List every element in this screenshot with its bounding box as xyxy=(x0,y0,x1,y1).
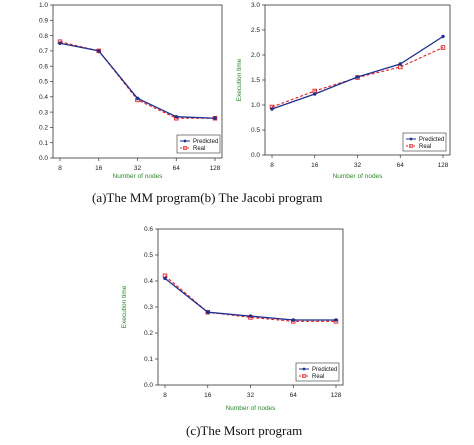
x-tick-label: 32 xyxy=(134,165,142,172)
y-tick-label: 0.3 xyxy=(144,304,153,311)
data-point-predicted xyxy=(135,96,140,101)
y-tick-label: 1.5 xyxy=(251,77,260,84)
y-tick-label: 0.0 xyxy=(144,382,153,389)
y-tick-label: 1.0 xyxy=(251,102,260,109)
msort-chart-panel: 0.0 0.1 0.2 0.3 0.4 0.5 0.6 8 16 32 64 128 Number of… xyxy=(120,222,357,417)
x-tick-label: 8 xyxy=(270,162,274,169)
y-tick-label: 0.2 xyxy=(144,330,153,337)
legend-label-real: Real xyxy=(193,146,205,152)
legend-marker-real xyxy=(409,144,413,148)
plot-frame xyxy=(157,228,344,386)
x-tick-label: 32 xyxy=(247,392,255,399)
legend-marker-real xyxy=(183,146,187,150)
y-tick-label: 0.9 xyxy=(39,18,48,25)
mm-chart: 0.0 0.1 0.2 0.3 0.4 0.5 0.6 0.7 0.8 0.9 1.0 8 16 32 64… xyxy=(39,2,223,180)
series-line-real xyxy=(59,41,215,119)
legend-label-predicted: Predicted xyxy=(312,367,337,373)
y-tick-label: 0.1 xyxy=(144,356,153,363)
x-tick-label: 8 xyxy=(58,165,62,172)
data-point-predicted xyxy=(355,75,360,79)
x-tick-label: 128 xyxy=(210,165,221,172)
y-tick-label: 0.0 xyxy=(39,155,48,162)
data-point-predicted xyxy=(206,310,210,314)
x-tick-label: 64 xyxy=(397,162,405,169)
x-tick-label: 128 xyxy=(438,162,449,169)
x-tick-label: 64 xyxy=(173,165,181,172)
y-tick-label: 0.0 xyxy=(251,152,260,159)
legend-marker-predicted xyxy=(183,139,187,143)
x-axis-title: Number of nodes xyxy=(113,173,164,180)
x-tick-label: 32 xyxy=(354,162,362,169)
y-tick-label: 0.6 xyxy=(39,63,48,70)
y-axis-title: Execution time xyxy=(121,285,128,328)
series-line-predicted xyxy=(271,35,444,110)
data-point-predicted xyxy=(441,34,445,39)
legend-marker-predicted xyxy=(302,367,306,371)
y-tick-label: 0.5 xyxy=(144,252,153,259)
y-tick-label: 2.0 xyxy=(251,52,260,59)
data-point-predicted xyxy=(398,62,402,66)
y-tick-label: 1.0 xyxy=(39,2,48,9)
y-tick-label: 0.3 xyxy=(39,109,48,116)
data-point-predicted xyxy=(291,318,295,322)
legend-label-real: Real xyxy=(312,374,324,380)
data-point-predicted xyxy=(58,41,62,45)
y-tick-label: 0.2 xyxy=(39,125,48,132)
caption-msort: (c)The Msort program xyxy=(186,423,303,438)
data-point-predicted xyxy=(97,49,101,53)
x-axis-title: Number of nodes xyxy=(226,405,277,412)
mm-chart-panel: 0.0 0.1 0.2 0.3 0.4 0.5 0.6 0.7 0.8 0.9 1.0 8 16 32 64… xyxy=(0,0,237,185)
y-tick-label: 0.6 xyxy=(144,226,153,233)
y-tick-label: 2.5 xyxy=(251,27,260,34)
jacobi-chart: 0.0 0.5 1.0 1.5 2.0 2.5 3.0 8 16 32 64 128 Number of… xyxy=(236,2,451,180)
series-line-predicted xyxy=(164,277,336,321)
y-axis-title: Execution time xyxy=(236,58,243,101)
data-point-predicted xyxy=(248,314,253,318)
legend-label-real: Real xyxy=(419,144,431,150)
y-tick-label: 0.4 xyxy=(144,278,153,285)
data-point-predicted xyxy=(334,318,338,322)
plot-frame xyxy=(264,4,451,156)
jacobi-chart-panel: 0.0 0.5 1.0 1.5 2.0 2.5 3.0 8 16 32 64 128 Number of… xyxy=(236,0,474,185)
data-point-predicted xyxy=(270,107,274,111)
legend-label-predicted: Predicted xyxy=(193,139,218,145)
legend-label-predicted: Predicted xyxy=(419,137,444,143)
x-tick-label: 128 xyxy=(331,392,342,399)
x-tick-label: 8 xyxy=(163,392,167,399)
data-point-predicted xyxy=(213,116,217,120)
y-tick-label: 0.8 xyxy=(39,33,48,40)
legend-marker-real xyxy=(302,374,306,378)
caption-mm-jacobi: (a)The MM program(b) The Jacobi program xyxy=(92,190,323,205)
data-point-predicted xyxy=(174,114,178,119)
y-tick-label: 3.0 xyxy=(251,2,260,9)
data-point-predicted xyxy=(163,276,167,281)
x-tick-label: 16 xyxy=(311,162,319,169)
x-tick-label: 16 xyxy=(204,392,212,399)
y-tick-label: 0.5 xyxy=(251,127,260,134)
x-tick-label: 16 xyxy=(95,165,103,172)
data-point-real xyxy=(440,45,446,50)
legend-marker-predicted xyxy=(409,137,413,141)
series-line-predicted xyxy=(59,42,216,119)
y-tick-label: 0.4 xyxy=(39,94,48,101)
msort-chart: 0.0 0.1 0.2 0.3 0.4 0.5 0.6 8 16 32 64 128 Number of… xyxy=(121,226,344,412)
x-axis-title: Number of nodes xyxy=(333,173,384,180)
y-tick-label: 0.7 xyxy=(39,48,48,55)
x-tick-label: 64 xyxy=(290,392,298,399)
y-tick-label: 0.1 xyxy=(39,140,48,147)
y-tick-label: 0.5 xyxy=(39,79,48,86)
series-line-real xyxy=(164,275,336,322)
data-point-predicted xyxy=(313,92,317,96)
